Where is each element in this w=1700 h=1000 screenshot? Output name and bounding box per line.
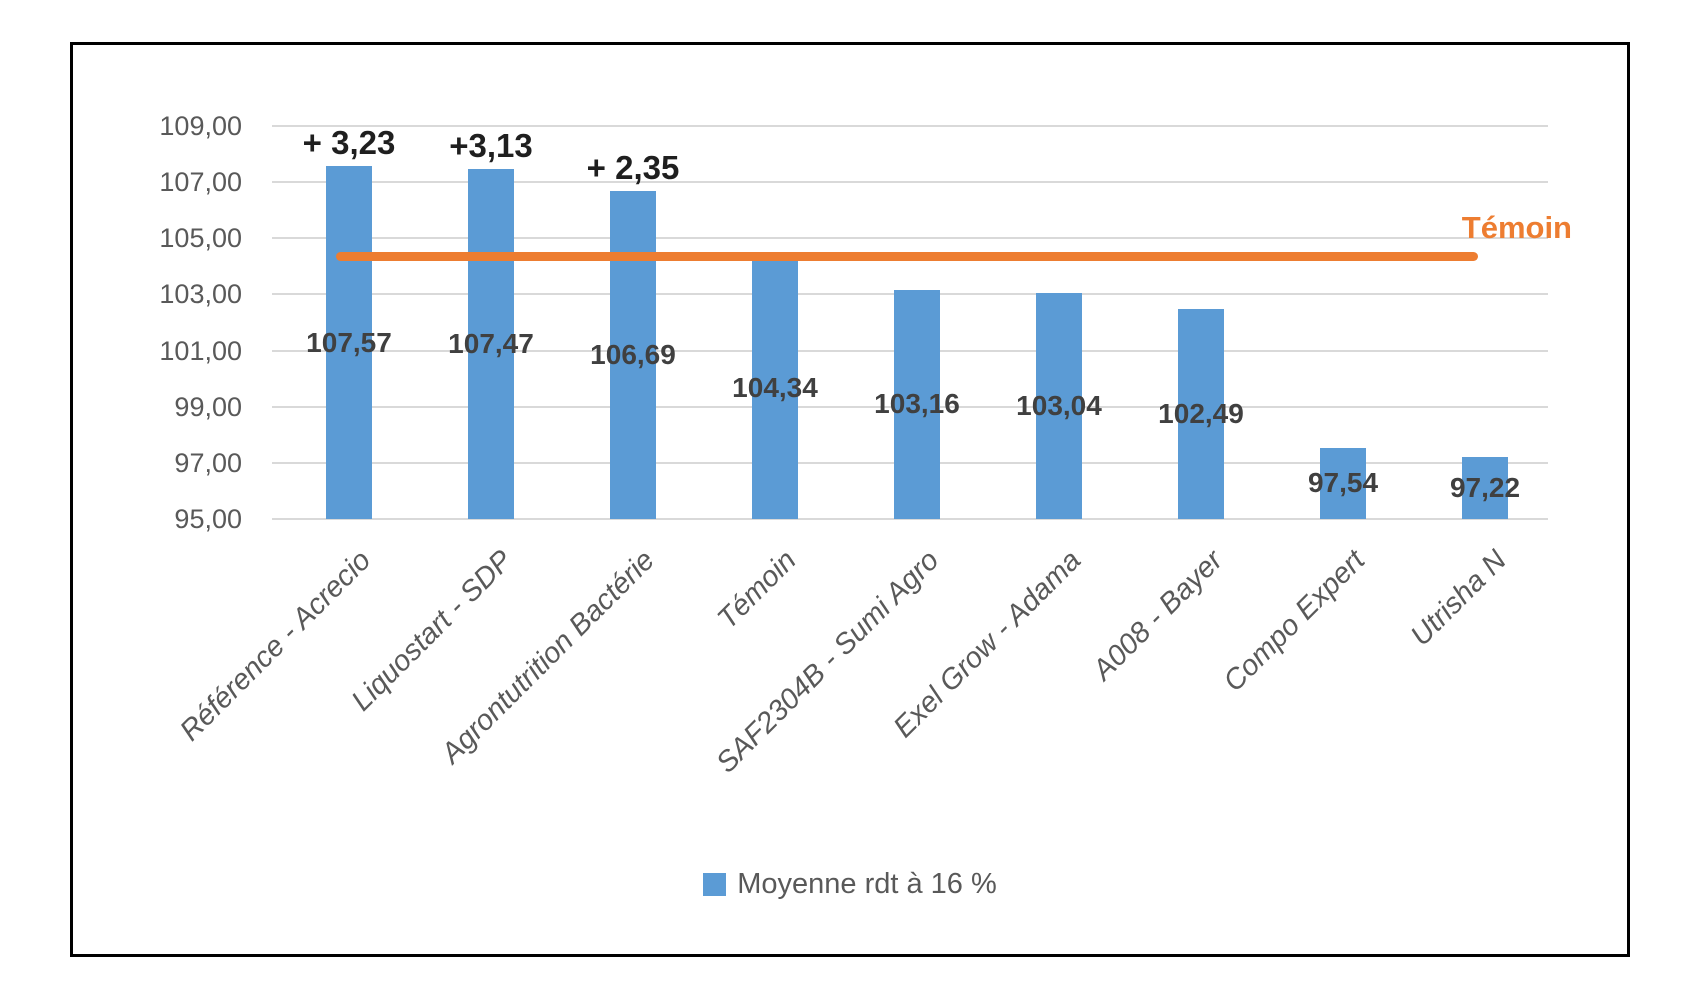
y-axis-tick-label: 105,00: [159, 223, 242, 254]
bar-annotation: + 3,23: [302, 124, 396, 162]
gridline: [272, 518, 1548, 520]
y-axis-tick-label: 97,00: [174, 447, 242, 478]
reference-line: [336, 252, 1478, 262]
legend-swatch: [703, 872, 727, 896]
bar: [1320, 447, 1366, 519]
y-axis-tick-label: 95,00: [174, 504, 242, 534]
gridline: [272, 181, 1548, 184]
y-axis-tick-label: 101,00: [159, 335, 242, 366]
reference-line-label: Témoin: [1461, 210, 1572, 245]
bar-value-label: 104,34: [732, 371, 818, 403]
bar: [752, 256, 798, 519]
bar: [326, 166, 372, 519]
legend: Moyenne rdt à 16 %: [0, 868, 1700, 900]
gridline: [272, 125, 1548, 128]
bar-value-label: 107,47: [448, 327, 534, 359]
bar: [1036, 293, 1082, 519]
bar: [894, 289, 940, 519]
bar: [1178, 308, 1224, 519]
bar-value-label: 106,69: [590, 338, 676, 370]
bar-annotation: + 2,35: [586, 148, 680, 186]
bar-value-label: 97,22: [1449, 471, 1521, 503]
bar-value-label: 103,16: [874, 388, 960, 420]
gridline: [272, 237, 1548, 240]
bar-annotation: +3,13: [449, 126, 533, 164]
y-axis-tick-label: 99,00: [174, 391, 242, 422]
bar-value-label: 102,49: [1158, 397, 1244, 429]
y-axis-tick-label: 103,00: [159, 279, 242, 310]
bar: [468, 168, 514, 519]
legend-label: Moyenne rdt à 16 %: [737, 868, 997, 900]
y-axis-tick-label: 107,00: [159, 167, 242, 198]
bar-value-label: 97,54: [1307, 467, 1379, 499]
y-axis-tick-label: 109,00: [159, 111, 242, 142]
bar: [610, 190, 656, 519]
bar-value-label: 103,04: [1016, 390, 1102, 422]
bar-value-label: 107,57: [306, 326, 392, 358]
bar: [1462, 456, 1508, 519]
